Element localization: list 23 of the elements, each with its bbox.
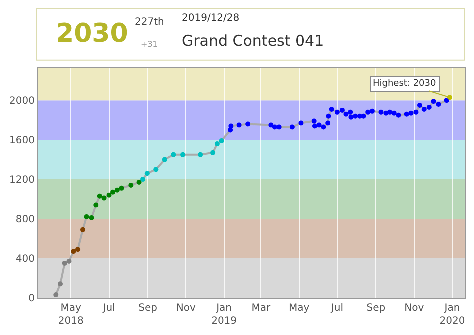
y-tick-label: 0: [28, 294, 35, 304]
x-tick-label: Jan 2020: [440, 303, 466, 327]
x-tick-label: Nov: [176, 303, 196, 314]
x-tick-label: Jan 2019: [212, 303, 238, 327]
y-tick-label: 1600: [10, 136, 35, 147]
y-tick-label: 1200: [10, 175, 35, 186]
y-tick-label: 2000: [10, 96, 35, 108]
chart-subtitle: 2019/12/28: [182, 13, 240, 24]
x-tick-label: Sep: [366, 303, 386, 314]
y-tick-label: 400: [16, 254, 35, 266]
annotation: Highest: 2030: [373, 79, 437, 89]
x-tick-label: Jul: [102, 303, 116, 314]
x-tick-label: May: [288, 303, 310, 314]
x-tick-label: Jul: [330, 303, 344, 314]
x-tick-label: Sep: [138, 303, 158, 314]
text: +31: [141, 40, 158, 49]
text: 2030: [56, 19, 128, 49]
chart-title: Grand Contest 041: [182, 32, 324, 50]
x-tick-label: Mar: [252, 303, 272, 314]
text: 227th: [135, 17, 164, 28]
y-tick-label: 800: [16, 214, 35, 226]
x-tick-label: May 2018: [58, 303, 84, 327]
x-tick-label: Nov: [404, 303, 424, 314]
